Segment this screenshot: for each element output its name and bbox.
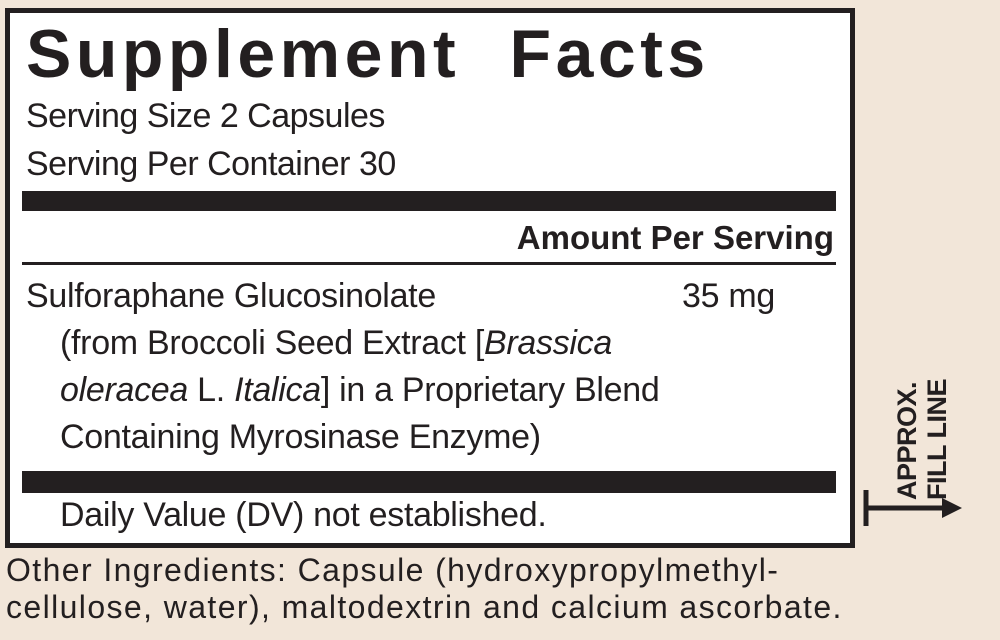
thick-divider [22, 191, 836, 211]
source-text: L. [188, 371, 235, 409]
source-latin: Brassica [484, 324, 612, 362]
daily-value-note: Daily Value (DV) not established. [60, 496, 547, 534]
approx-fill-line-marker: APPROX. FILL LINE [862, 330, 992, 530]
panel-title: Supplement Facts [26, 16, 710, 92]
fill-line-label: APPROX. FILL LINE [892, 379, 952, 500]
source-latin: oleracea [60, 371, 189, 409]
other-ingredients-line-1: Other Ingredients: Capsule (hydroxypropy… [6, 552, 780, 588]
fill-line-label-1: APPROX. [892, 381, 922, 500]
ingredient-name: Sulforaphane Glucosinolate [26, 277, 436, 315]
fill-line-arrow-icon [863, 490, 962, 526]
thick-divider [22, 471, 836, 493]
supplement-facts-panel: Supplement Facts Serving Size 2 Capsules… [5, 8, 855, 548]
ingredient-source-line-1: (from Broccoli Seed Extract [Brassica [60, 324, 612, 363]
fill-line-label-2: FILL LINE [922, 379, 952, 500]
ingredient-source-line-3: Containing Myrosinase Enzyme) [60, 418, 541, 456]
source-text: ] in a Proprietary Blend [320, 371, 660, 409]
serving-size: Serving Size 2 Capsules [26, 97, 385, 135]
ingredient-source-line-2: oleracea L. Italica] in a Proprietary Bl… [60, 371, 660, 410]
servings-per-container: Serving Per Container 30 [26, 145, 396, 183]
ingredient-amount: 35 mg [682, 277, 775, 315]
other-ingredients-line-2: cellulose, water), maltodextrin and calc… [6, 589, 843, 625]
source-latin: Italica [234, 371, 321, 409]
thin-divider [22, 262, 836, 265]
amount-per-serving-header: Amount Per Serving [516, 219, 834, 256]
source-text: (from Broccoli Seed Extract [ [60, 324, 484, 362]
